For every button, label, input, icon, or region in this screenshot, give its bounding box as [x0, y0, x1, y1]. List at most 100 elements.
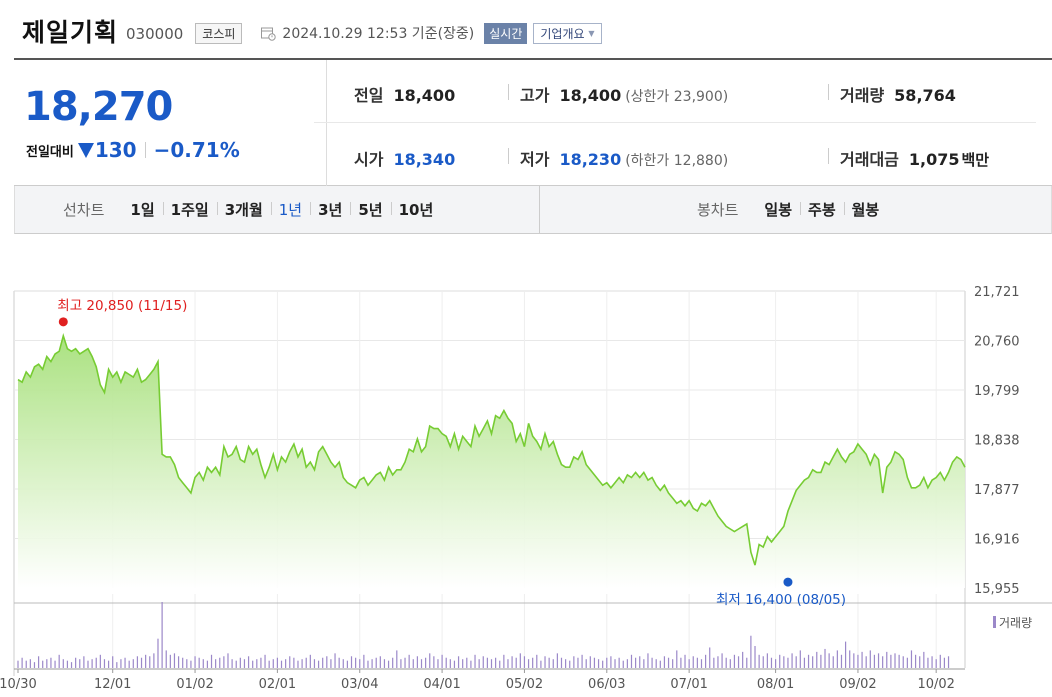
tab-1d[interactable]: 1일 — [130, 200, 155, 219]
price-chart-svg: 최고 20,850 (11/15) 최저 16,400 (08/05) 21,72… — [0, 285, 1052, 692]
volume-bar — [832, 656, 834, 668]
volume-bar — [260, 657, 262, 668]
tab-3m[interactable]: 3개월 — [216, 199, 271, 220]
volume-bar — [519, 653, 521, 668]
stat-label: 저가 — [520, 150, 550, 169]
volume-bar — [62, 659, 64, 668]
volume-bar — [709, 647, 711, 668]
volume-bar — [210, 654, 213, 668]
stock-header: 제일기획 030000 코스피 2024.10.29 12:53 기준(장중) … — [22, 14, 602, 48]
volume-bar — [363, 654, 365, 668]
volume-bar — [478, 659, 480, 668]
volume-bar — [585, 659, 587, 668]
volume-bar — [387, 660, 390, 668]
volume-bar — [54, 660, 56, 668]
x-tick-label: 03/04 — [341, 677, 378, 692]
divider — [508, 148, 509, 164]
volume-bar — [75, 657, 77, 668]
stat-label: 고가 — [520, 86, 550, 105]
tab-1y[interactable]: 1년 — [270, 199, 310, 220]
realtime-button[interactable]: 실시간 — [484, 22, 528, 44]
volume-bar — [350, 656, 353, 668]
calendar-icon — [260, 25, 277, 41]
volume-bar — [705, 654, 707, 668]
volume-bar — [803, 657, 806, 668]
volume-bar — [420, 659, 423, 668]
volume-bar — [124, 657, 126, 668]
volume-bar — [877, 653, 880, 668]
volume-bar — [169, 654, 171, 668]
volume-bar — [289, 656, 291, 668]
stat-amount: 거래대금 1,075 백만 — [840, 146, 989, 170]
volume-bar — [676, 650, 678, 668]
tab-10y[interactable]: 10년 — [390, 199, 442, 220]
volume-bar — [355, 657, 357, 668]
volume-bar — [655, 659, 657, 668]
volume-bar — [939, 654, 941, 668]
volume-bar — [733, 654, 736, 668]
volume-bar — [618, 657, 620, 668]
volume-bar — [441, 654, 443, 668]
tab-3y[interactable]: 3년 — [310, 199, 350, 220]
volume-bar — [83, 656, 85, 668]
stock-code: 030000 — [126, 25, 184, 43]
x-tick-label: 10/02 — [917, 677, 954, 692]
volume-bar — [280, 660, 283, 668]
x-tick-label: 01/02 — [176, 677, 213, 692]
volume-bar — [330, 659, 332, 668]
company-overview-button[interactable]: 기업개요 ▼ — [533, 22, 602, 44]
volume-bar — [565, 659, 567, 668]
volume-bar — [758, 654, 760, 668]
volume-bar — [857, 654, 859, 668]
volume-bar — [276, 657, 278, 668]
volume-bar — [659, 660, 661, 668]
volume-bar — [457, 656, 460, 668]
volume-bar — [577, 657, 579, 668]
volume-bar — [787, 657, 789, 668]
volume-bar — [153, 653, 155, 668]
volume-legend-label: 거래량 — [999, 616, 1032, 630]
volume-bar — [136, 656, 139, 668]
x-tick-label: 09/02 — [839, 677, 876, 692]
volume-bar — [795, 656, 797, 668]
price-area — [18, 335, 965, 588]
volume-bar — [264, 654, 266, 668]
volume-bar — [186, 659, 188, 668]
volume-bar — [569, 660, 571, 668]
candle-chart-tabs: 봉차트 일봉 주봉 월봉 — [697, 186, 887, 232]
volume-bar — [396, 650, 398, 668]
x-tick-label: 10/30 — [0, 677, 37, 692]
tab-monthly[interactable]: 월봉 — [843, 199, 888, 220]
volume-bar — [894, 653, 896, 668]
volume-bar — [449, 659, 451, 668]
y-tick-label: 18,838 — [974, 434, 1020, 449]
volume-bar — [807, 654, 810, 668]
tab-daily[interactable]: 일봉 — [764, 200, 793, 219]
volume-bar — [581, 654, 583, 668]
volume-bar — [865, 656, 867, 668]
tab-5y[interactable]: 5년 — [350, 199, 390, 220]
tab-weekly[interactable]: 주봉 — [800, 199, 844, 220]
volume-bar — [313, 659, 316, 668]
volume-bar — [33, 662, 36, 668]
volume-bar — [914, 654, 917, 668]
volume-bar — [775, 659, 777, 668]
volume-bar — [202, 659, 204, 668]
volume-bar — [383, 659, 386, 668]
y-tick-label: 19,799 — [974, 384, 1020, 399]
line-chart-title: 선차트 — [63, 200, 105, 219]
volume-bar — [836, 650, 838, 668]
volume-bar — [589, 656, 591, 668]
volume-bar — [923, 651, 925, 668]
volume-bar — [206, 660, 208, 668]
volume-bar — [532, 657, 534, 668]
volume-bar — [947, 656, 950, 668]
volume-bar — [750, 635, 752, 668]
volume-bar — [25, 660, 27, 668]
volume-bar — [400, 659, 402, 668]
high-marker — [58, 317, 68, 327]
volume-bar — [317, 660, 320, 668]
volume-bar — [375, 657, 377, 668]
tab-1w[interactable]: 1주일 — [162, 199, 217, 220]
volume-bar — [684, 654, 686, 668]
